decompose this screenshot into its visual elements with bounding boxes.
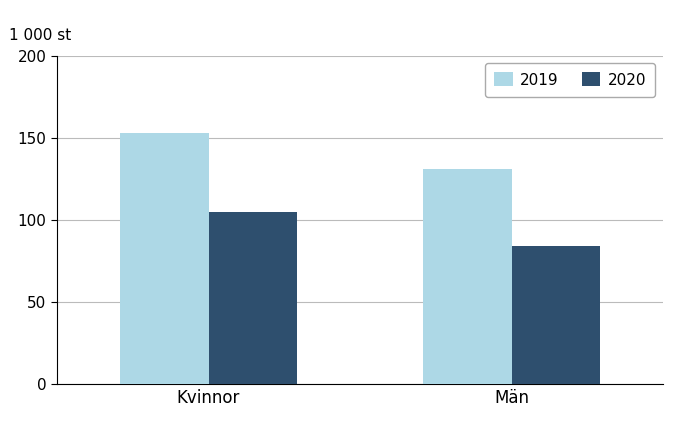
Bar <box>511 246 600 384</box>
Bar <box>423 169 511 384</box>
Bar <box>209 212 297 384</box>
Bar <box>120 133 209 384</box>
Text: 1 000 st: 1 000 st <box>9 27 71 43</box>
Legend: 2019, 2020: 2019, 2020 <box>485 63 656 97</box>
